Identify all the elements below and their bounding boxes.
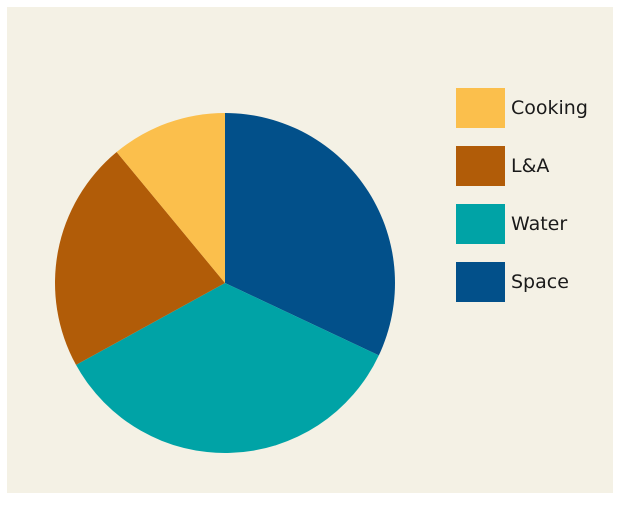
pie-slice-cooking	[116, 113, 225, 283]
legend: Cooking L&A Water Space	[456, 88, 588, 320]
pie-slice-water	[76, 283, 379, 453]
legend-label-cooking: Cooking	[511, 97, 588, 119]
legend-item-space: Space	[456, 262, 588, 302]
legend-label-la: L&A	[511, 155, 550, 177]
legend-item-water: Water	[456, 204, 588, 244]
pie-slice-la	[55, 152, 226, 365]
legend-label-space: Space	[511, 271, 569, 293]
legend-swatch-space	[456, 262, 505, 302]
chart-panel: Cooking L&A Water Space	[7, 7, 613, 493]
legend-swatch-cooking	[456, 88, 505, 128]
legend-item-la: L&A	[456, 146, 588, 186]
legend-item-cooking: Cooking	[456, 88, 588, 128]
legend-label-water: Water	[511, 213, 568, 235]
pie-slice-space	[225, 113, 395, 356]
legend-swatch-la	[456, 146, 505, 186]
legend-swatch-water	[456, 204, 505, 244]
pie-chart	[55, 113, 395, 453]
